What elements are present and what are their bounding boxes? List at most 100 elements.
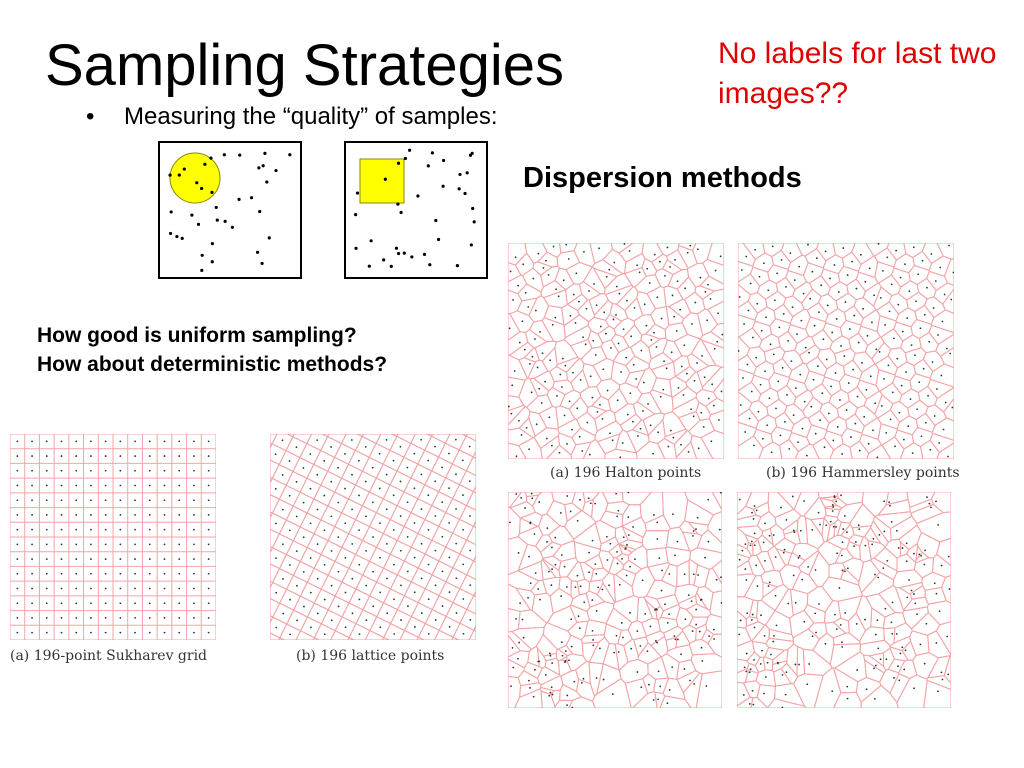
voronoi-cell (791, 542, 819, 562)
voronoi-point (615, 492, 618, 495)
grid-point (90, 572, 92, 575)
voronoi-point (538, 660, 541, 663)
voronoi-point (603, 311, 606, 314)
voronoi-point (910, 589, 913, 592)
voronoi-point (841, 541, 844, 544)
voronoi-cell (509, 310, 535, 333)
grid-point (134, 587, 136, 590)
voronoi-point (738, 296, 741, 298)
grid-point (45, 484, 48, 487)
sample-point (354, 246, 358, 250)
voronoi-point (525, 426, 528, 429)
voronoi-point (406, 535, 409, 538)
voronoi-point (529, 522, 532, 525)
voronoi-cell (625, 355, 650, 374)
voronoi-cell (643, 595, 661, 611)
voronoi-point (767, 289, 770, 292)
voronoi-point (605, 275, 608, 278)
voronoi-point (763, 692, 765, 695)
lattice-caption: (b) 196 lattice points (296, 648, 445, 664)
voronoi-point (454, 438, 457, 441)
voronoi-point (935, 642, 938, 644)
voronoi-point (664, 603, 666, 606)
voronoi-point (611, 693, 614, 696)
sample-point (457, 187, 461, 191)
voronoi-point (930, 506, 932, 509)
voronoi-point (940, 564, 943, 567)
voronoi-point (619, 456, 622, 459)
grid-point (31, 469, 33, 472)
voronoi-point (469, 584, 472, 587)
voronoi-point (323, 529, 326, 532)
voronoi-point (515, 493, 518, 495)
voronoi-point (514, 256, 517, 259)
voronoi-point (569, 314, 572, 317)
voronoi-point (469, 618, 472, 621)
voronoi-cell (868, 652, 885, 668)
voronoi-point (748, 703, 751, 705)
voronoi-point (840, 494, 842, 497)
voronoi-point (309, 487, 312, 490)
voronoi-point (912, 246, 915, 249)
grid-point (119, 558, 122, 560)
voronoi-point (510, 412, 513, 415)
voronoi-point (785, 518, 788, 521)
grid-point (119, 484, 122, 487)
grid-point (148, 587, 151, 590)
voronoi-point (891, 601, 894, 604)
voronoi-point (762, 541, 765, 544)
voronoi-point (358, 494, 360, 497)
voronoi-point (691, 322, 693, 325)
voronoi-point (281, 439, 284, 442)
voronoi-cell (565, 283, 583, 305)
voronoi-point (550, 584, 553, 587)
voronoi-cell (756, 599, 776, 626)
voronoi-point (539, 330, 541, 333)
sample-point (209, 156, 213, 160)
voronoi-point (950, 298, 953, 301)
voronoi-point (801, 427, 804, 430)
voronoi-point (434, 445, 436, 448)
voronoi-point (656, 296, 659, 299)
voronoi-point (539, 598, 541, 601)
voronoi-point (839, 399, 841, 401)
voronoi-point (760, 614, 762, 617)
voronoi-point (455, 612, 458, 614)
voronoi-point (582, 677, 585, 680)
grid-point (119, 602, 122, 605)
voronoi-point (358, 529, 361, 532)
voronoi-point (940, 374, 943, 377)
voronoi-cell (564, 502, 583, 523)
voronoi-point (448, 452, 450, 455)
voronoi-cell (641, 257, 658, 277)
voronoi-point (748, 417, 751, 420)
voronoi-point (873, 667, 875, 670)
sample-point (200, 253, 204, 257)
sample-point (416, 194, 420, 198)
voronoi-point (671, 666, 674, 669)
voronoi-point (568, 659, 570, 662)
grid-point (16, 528, 19, 531)
voronoi-cell (923, 679, 951, 708)
grid-point (60, 514, 63, 516)
voronoi-cell (774, 508, 802, 531)
voronoi-point (652, 699, 655, 701)
voronoi-point (636, 671, 639, 673)
voronoi-cell (508, 658, 525, 679)
voronoi-cell (712, 377, 724, 403)
voronoi-point (673, 635, 676, 637)
voronoi-point (548, 416, 551, 419)
voronoi-point (869, 375, 872, 378)
voronoi-point (755, 356, 758, 359)
voronoi-point (689, 679, 691, 682)
voronoi-point (592, 644, 595, 647)
sample-point (175, 234, 179, 239)
voronoi-point (674, 258, 676, 261)
sample-point (436, 237, 441, 242)
voronoi-point (330, 480, 333, 483)
sample-point (177, 173, 181, 177)
voronoi-point (670, 351, 673, 354)
lattice-figure (270, 434, 476, 640)
grid-point (193, 469, 195, 472)
voronoi-point (588, 453, 591, 456)
